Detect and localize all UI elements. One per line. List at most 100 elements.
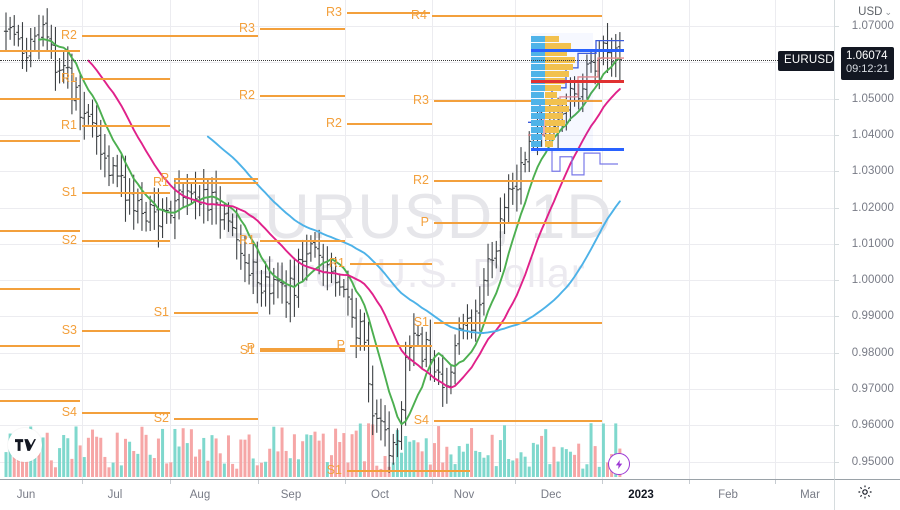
chart-pane[interactable]: EURUSD, 1D Euro / U.S. Dollar R1R2R3R3R4… [0, 0, 834, 479]
volume-bar [255, 465, 259, 477]
horizontal-gridline [0, 62, 834, 63]
volume-bar [284, 450, 288, 477]
pivot-level-line [0, 50, 80, 52]
volume-bar [198, 449, 202, 477]
volume-bar [107, 467, 111, 477]
price-axis-label: 1.05000 [851, 92, 894, 105]
time-axis-label: Dec [540, 489, 562, 501]
volume-bar [585, 464, 589, 477]
pivot-level-label: P [246, 340, 255, 355]
time-axis[interactable]: Jun Jul Aug Sep Oct Nov Dec 2023 Feb Mar [0, 479, 834, 510]
moving-average-line [206, 135, 621, 334]
time-axis-tick [82, 480, 83, 484]
pivot-level-line [82, 330, 170, 332]
volume-bar [70, 458, 74, 477]
volume-bar [461, 451, 465, 477]
pivot-level-label: R3 [413, 92, 429, 107]
volume-bar [391, 462, 395, 477]
volume-bar [503, 425, 507, 477]
volume-profile-bar [531, 127, 543, 133]
pivot-level-line [347, 123, 432, 125]
volume-bar [416, 442, 420, 477]
pivot-level-label: S4 [413, 412, 429, 427]
volume-profile-bar [545, 64, 573, 70]
price-axis-label: 1.04000 [851, 128, 894, 141]
volume-bar [544, 429, 548, 477]
pivot-level-label: S1 [61, 184, 77, 199]
price-axis-label: 0.96000 [851, 419, 894, 432]
pivot-level-line [347, 12, 430, 14]
current-price-line [0, 59, 834, 61]
time-axis-tick [515, 480, 516, 484]
volume-bar [478, 452, 482, 477]
vertical-gridline [689, 0, 690, 479]
drawn-level-blue-bottom[interactable] [531, 148, 624, 151]
currency-selector[interactable]: USD ⌄ [858, 6, 892, 18]
lightning-bolt-icon[interactable] [608, 453, 630, 475]
pivot-level-line [82, 35, 258, 37]
price-axis-label: 0.97000 [851, 383, 894, 395]
volume-bar [177, 446, 181, 477]
volume-bar [218, 453, 222, 477]
pivot-level-line [82, 125, 170, 127]
price-axis-tick [835, 280, 839, 282]
volume-profile-bar [531, 64, 548, 70]
volume-bar [321, 433, 325, 477]
volume-bar [317, 440, 321, 477]
volume-bar [292, 434, 296, 477]
volume-bar [280, 427, 284, 477]
pivot-level-line [347, 470, 470, 472]
price-axis-tick [835, 243, 839, 245]
drawn-level-blue-top[interactable] [531, 49, 624, 52]
volume-bar [515, 458, 519, 477]
volume-bar [334, 428, 338, 477]
price-axis[interactable]: USD ⌄ 1.07000 1.05000 1.04000 1.03000 1.02000… [834, 0, 900, 479]
ticker-badge[interactable]: EURUSD [778, 50, 834, 71]
time-axis-label: Feb [718, 489, 738, 501]
volume-bar [313, 431, 317, 477]
last-price-value: 1.06074 [846, 49, 888, 62]
pivot-level-label: R2 [326, 115, 342, 130]
pivot-level-line [174, 418, 258, 420]
pivot-level-label: R2 [239, 87, 255, 102]
volume-bar [548, 464, 552, 477]
volume-bar [367, 423, 371, 477]
horizontal-gridline [0, 316, 834, 317]
pivot-level-line [0, 288, 80, 290]
gear-icon[interactable] [857, 484, 879, 506]
price-axis-tick [835, 134, 839, 136]
moving-average-line [87, 59, 621, 389]
time-axis-label: Jul [107, 489, 123, 501]
volume-bar [383, 455, 387, 477]
pivot-level-label: P [420, 214, 429, 229]
volume-bar [103, 456, 107, 477]
pivot-level-line [0, 98, 80, 100]
pivot-level-label: R3 [326, 4, 342, 19]
pivot-level-line [0, 400, 80, 402]
tradingview-logo[interactable] [8, 428, 42, 462]
volume-bar [437, 426, 441, 477]
volume-bar [49, 460, 53, 477]
volume-bar [4, 452, 8, 477]
volume-bar [354, 430, 358, 477]
last-price-badge[interactable]: 1.06074 09:12:21 [841, 46, 894, 80]
volume-bar [573, 454, 577, 477]
pivot-level-line [174, 182, 258, 184]
volume-bar [568, 451, 572, 477]
volume-bar [235, 468, 239, 477]
volume-bar [486, 455, 490, 477]
time-axis-tick [602, 480, 603, 484]
volume-bar [288, 458, 292, 477]
volume-bar [99, 437, 103, 477]
volume-bar [350, 434, 354, 477]
volume-bar [185, 443, 189, 477]
drawn-level-red-entry[interactable] [531, 80, 624, 83]
price-axis-tick [835, 171, 839, 173]
volume-profile-bar [545, 127, 559, 133]
vertical-gridline [775, 0, 776, 479]
pivot-level-line [174, 178, 258, 180]
volume-bar [449, 454, 453, 477]
horizontal-gridline [0, 353, 834, 354]
horizontal-gridline [0, 99, 834, 100]
time-axis-tick [170, 480, 171, 484]
